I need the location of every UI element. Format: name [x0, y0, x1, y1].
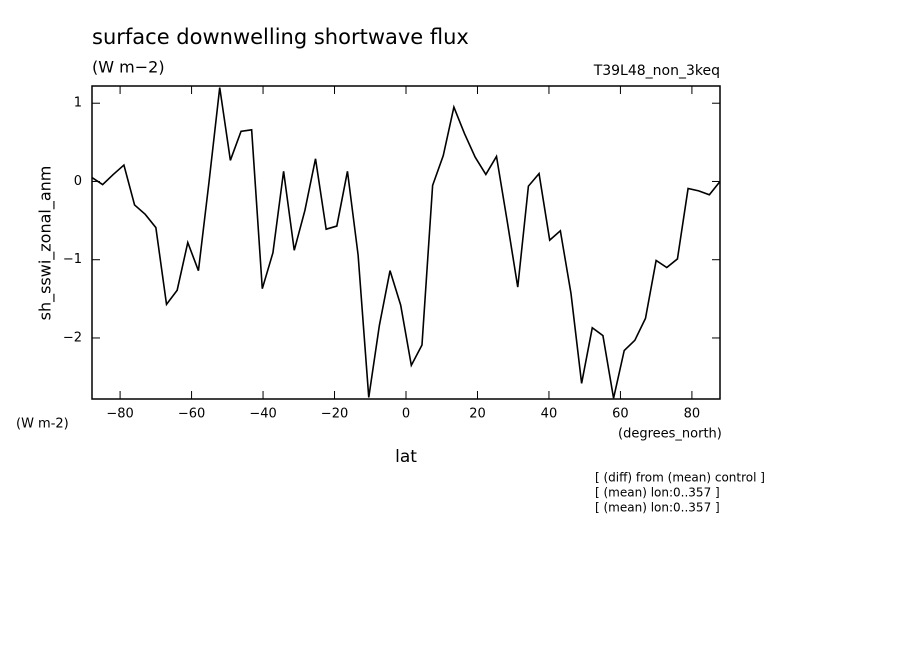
y-tick-label: −2 — [63, 330, 82, 345]
y-tick-label: 0 — [74, 174, 82, 189]
x-tick-label: −60 — [178, 407, 205, 422]
x-tick-label: 60 — [612, 407, 629, 422]
x-tick-label: 0 — [402, 407, 410, 422]
chart-title: surface downwelling shortwave flux — [92, 25, 469, 49]
x-tick-label: 20 — [469, 407, 486, 422]
note: [ (mean) lon:0..357 ] — [595, 501, 720, 515]
y-tick-label: −1 — [63, 252, 82, 267]
y-axis-label: sh_sswi_zonal_anm — [36, 166, 56, 321]
y-units: (W m-2) — [16, 417, 69, 432]
note: [ (diff) from (mean) control ] — [595, 471, 765, 485]
chart-subtitle: (W m−2) — [92, 58, 165, 77]
x-axis-label: lat — [395, 447, 417, 467]
x-tick-label: 80 — [684, 407, 701, 422]
note: [ (mean) lon:0..357 ] — [595, 486, 720, 500]
x-tick-label: −80 — [106, 407, 133, 422]
run-label: T39L48_non_3keq — [593, 63, 720, 79]
x-units: (degrees_north) — [618, 427, 722, 442]
y-tick-label: 1 — [74, 96, 82, 111]
x-tick-label: −40 — [249, 407, 276, 422]
x-tick-label: −20 — [321, 407, 348, 422]
x-tick-label: 40 — [541, 407, 558, 422]
plot-frame — [91, 85, 721, 400]
data-line — [91, 87, 721, 399]
